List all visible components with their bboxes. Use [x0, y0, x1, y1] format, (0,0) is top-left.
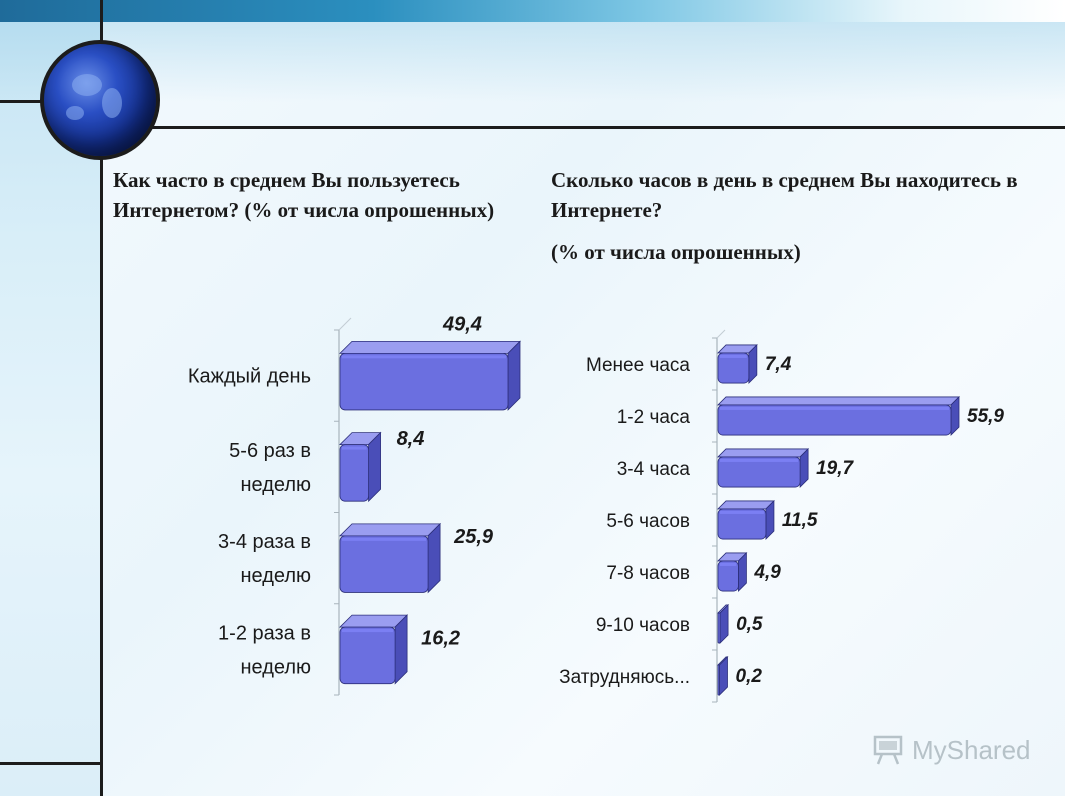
bar-top-face [717, 500, 775, 510]
bar-2 [717, 395, 960, 437]
value-label: 4,9 [753, 562, 781, 583]
left-horizontal-divider [0, 100, 60, 103]
bar-front-face [717, 612, 721, 644]
presentation-icon [873, 735, 903, 765]
bar-highlight [720, 458, 799, 462]
bar-highlight [342, 355, 506, 359]
value-label: 25,9 [453, 526, 494, 548]
value-label: 16,2 [421, 627, 460, 649]
category-label: 3-4 часа [617, 459, 691, 480]
category-label: 1-2 раза в неделю [218, 622, 311, 678]
bar-highlight [342, 629, 394, 633]
bar-1 [339, 340, 521, 411]
category-label: Менее часа [586, 355, 690, 376]
top-decor-band [0, 0, 1065, 22]
bar-highlight [720, 510, 764, 514]
value-label: 19,7 [816, 458, 854, 479]
watermark-text: MyShared [912, 734, 1031, 765]
category-label: Затрудняюсь... [559, 667, 690, 688]
value-label: 8,4 [397, 428, 425, 450]
value-label: 0,2 [736, 666, 763, 687]
bar-3 [339, 522, 442, 594]
title-underline [150, 126, 1065, 129]
bar-4 [339, 614, 409, 685]
bar-front-face [717, 664, 720, 696]
bar-highlight [342, 537, 427, 541]
bar-2 [339, 431, 382, 503]
bar-highlight [720, 562, 737, 566]
bar-front-face [717, 352, 750, 384]
category-label: 7-8 часов [606, 563, 690, 584]
value-label: 7,4 [765, 354, 792, 375]
category-label: 5-6 раз в неделю [229, 440, 311, 496]
bar-1 [717, 343, 758, 385]
chart1-question: Как часто в среднем Вы пользуетесь Интер… [113, 168, 495, 223]
myshared-logo: MyShared [872, 732, 1031, 768]
value-label: 55,9 [967, 406, 1004, 427]
category-label: 9-10 часов [596, 615, 690, 636]
axis-depth-line [338, 317, 352, 331]
bar-5 [717, 551, 748, 593]
bar-top-face [717, 396, 960, 406]
globe-icon [40, 40, 160, 160]
bar-highlight [720, 406, 949, 410]
category-label: 3-4 раза в неделю [218, 531, 311, 587]
vertical-divider [100, 0, 103, 796]
bar-top-face [717, 448, 810, 458]
top-decor-fade [0, 22, 1065, 102]
bar-4 [717, 499, 775, 541]
bar-front-face [717, 508, 767, 540]
bar-highlight [342, 446, 367, 450]
bottom-left-divider [0, 762, 100, 765]
category-label: 5-6 часов [606, 511, 690, 532]
bar-3 [717, 447, 810, 489]
bar-front-face [717, 456, 801, 488]
value-label: 49,4 [442, 314, 482, 336]
axis-depth-line [716, 329, 726, 339]
value-label: 0,5 [736, 614, 763, 635]
bar-7 [717, 655, 729, 697]
bar-front-face [339, 444, 369, 502]
bar-highlight [720, 354, 747, 358]
bar-front-face [717, 560, 739, 592]
category-label: 1-2 часа [617, 407, 691, 428]
bar-6 [717, 603, 730, 645]
value-label: 11,5 [782, 510, 818, 531]
bar-front-face [339, 535, 429, 593]
bar-front-face [339, 626, 396, 685]
bar-front-face [717, 404, 952, 436]
chart2-question: Сколько часов в день в среднем Вы находи… [551, 168, 1018, 223]
bar-front-face [339, 352, 509, 411]
category-label: Каждый день [188, 366, 311, 388]
chart2-question-unit: (% от числа опрошенных) [551, 240, 801, 264]
